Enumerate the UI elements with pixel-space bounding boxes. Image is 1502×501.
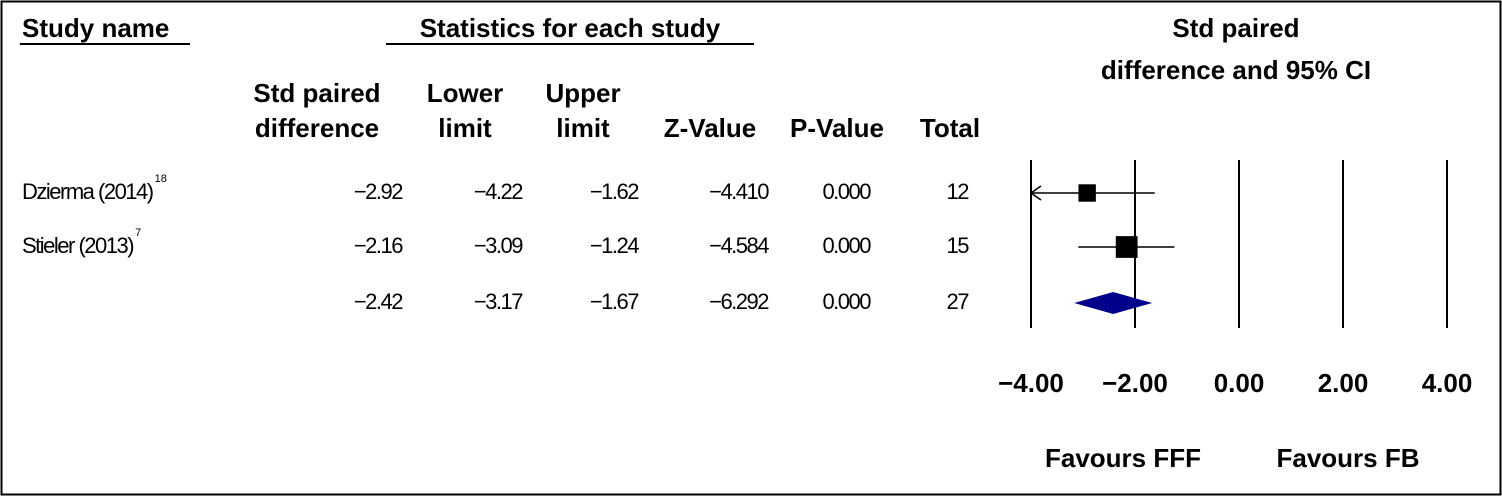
cell: −1.67: [590, 289, 639, 314]
favours-label: Favours FB: [1276, 443, 1419, 473]
cell: −4.22: [474, 179, 523, 204]
effect-box: [1078, 184, 1096, 202]
cell: −3.09: [474, 233, 523, 258]
ci-arrow: [1029, 185, 1042, 201]
study-name: Dzierma (2014): [22, 179, 153, 204]
x-tick-label: 2.00: [1318, 368, 1369, 398]
cell: 15: [947, 233, 970, 258]
cell: −2.42: [354, 289, 403, 314]
chart-subtitle: difference and 95% CI: [1101, 55, 1371, 85]
study-name: Stieler (2013): [22, 233, 133, 258]
cell: −4.584: [709, 233, 769, 258]
study-ref: 18: [155, 173, 167, 185]
x-tick-label: −2.00: [1102, 368, 1168, 398]
column-header: difference: [255, 113, 379, 143]
x-tick-label: 0.00: [1214, 368, 1265, 398]
cell: −1.62: [590, 179, 639, 204]
cell: 12: [947, 179, 970, 204]
cell: −3.17: [474, 289, 523, 314]
column-header: Z-Value: [664, 113, 756, 143]
column-header: Std paired: [253, 78, 380, 108]
cell: −2.92: [354, 179, 403, 204]
column-header: Upper: [545, 78, 620, 108]
study-header: Study name: [22, 13, 169, 43]
column-header: Lower: [427, 78, 504, 108]
effect-box: [1115, 236, 1138, 258]
cell: −6.292: [709, 289, 769, 314]
column-header: P-Value: [790, 113, 884, 143]
cell: −2.16: [354, 233, 403, 258]
column-header: limit: [438, 113, 492, 143]
chart-title: Std paired: [1172, 13, 1299, 43]
x-tick-label: −4.00: [998, 368, 1064, 398]
cell: 0.000: [822, 289, 871, 314]
stats-header: Statistics for each study: [420, 13, 721, 43]
column-header: Total: [920, 113, 980, 143]
study-ref: 7: [135, 227, 141, 239]
cell: −1.24: [590, 233, 639, 258]
column-header: limit: [556, 113, 610, 143]
pooled-diamond: [1074, 292, 1153, 314]
cell: −4.410: [709, 179, 769, 204]
cell: 0.000: [822, 233, 871, 258]
cell: 0.000: [822, 179, 871, 204]
x-tick-label: 4.00: [1422, 368, 1473, 398]
cell: 27: [947, 289, 970, 314]
favours-label: Favours FFF: [1045, 443, 1201, 473]
